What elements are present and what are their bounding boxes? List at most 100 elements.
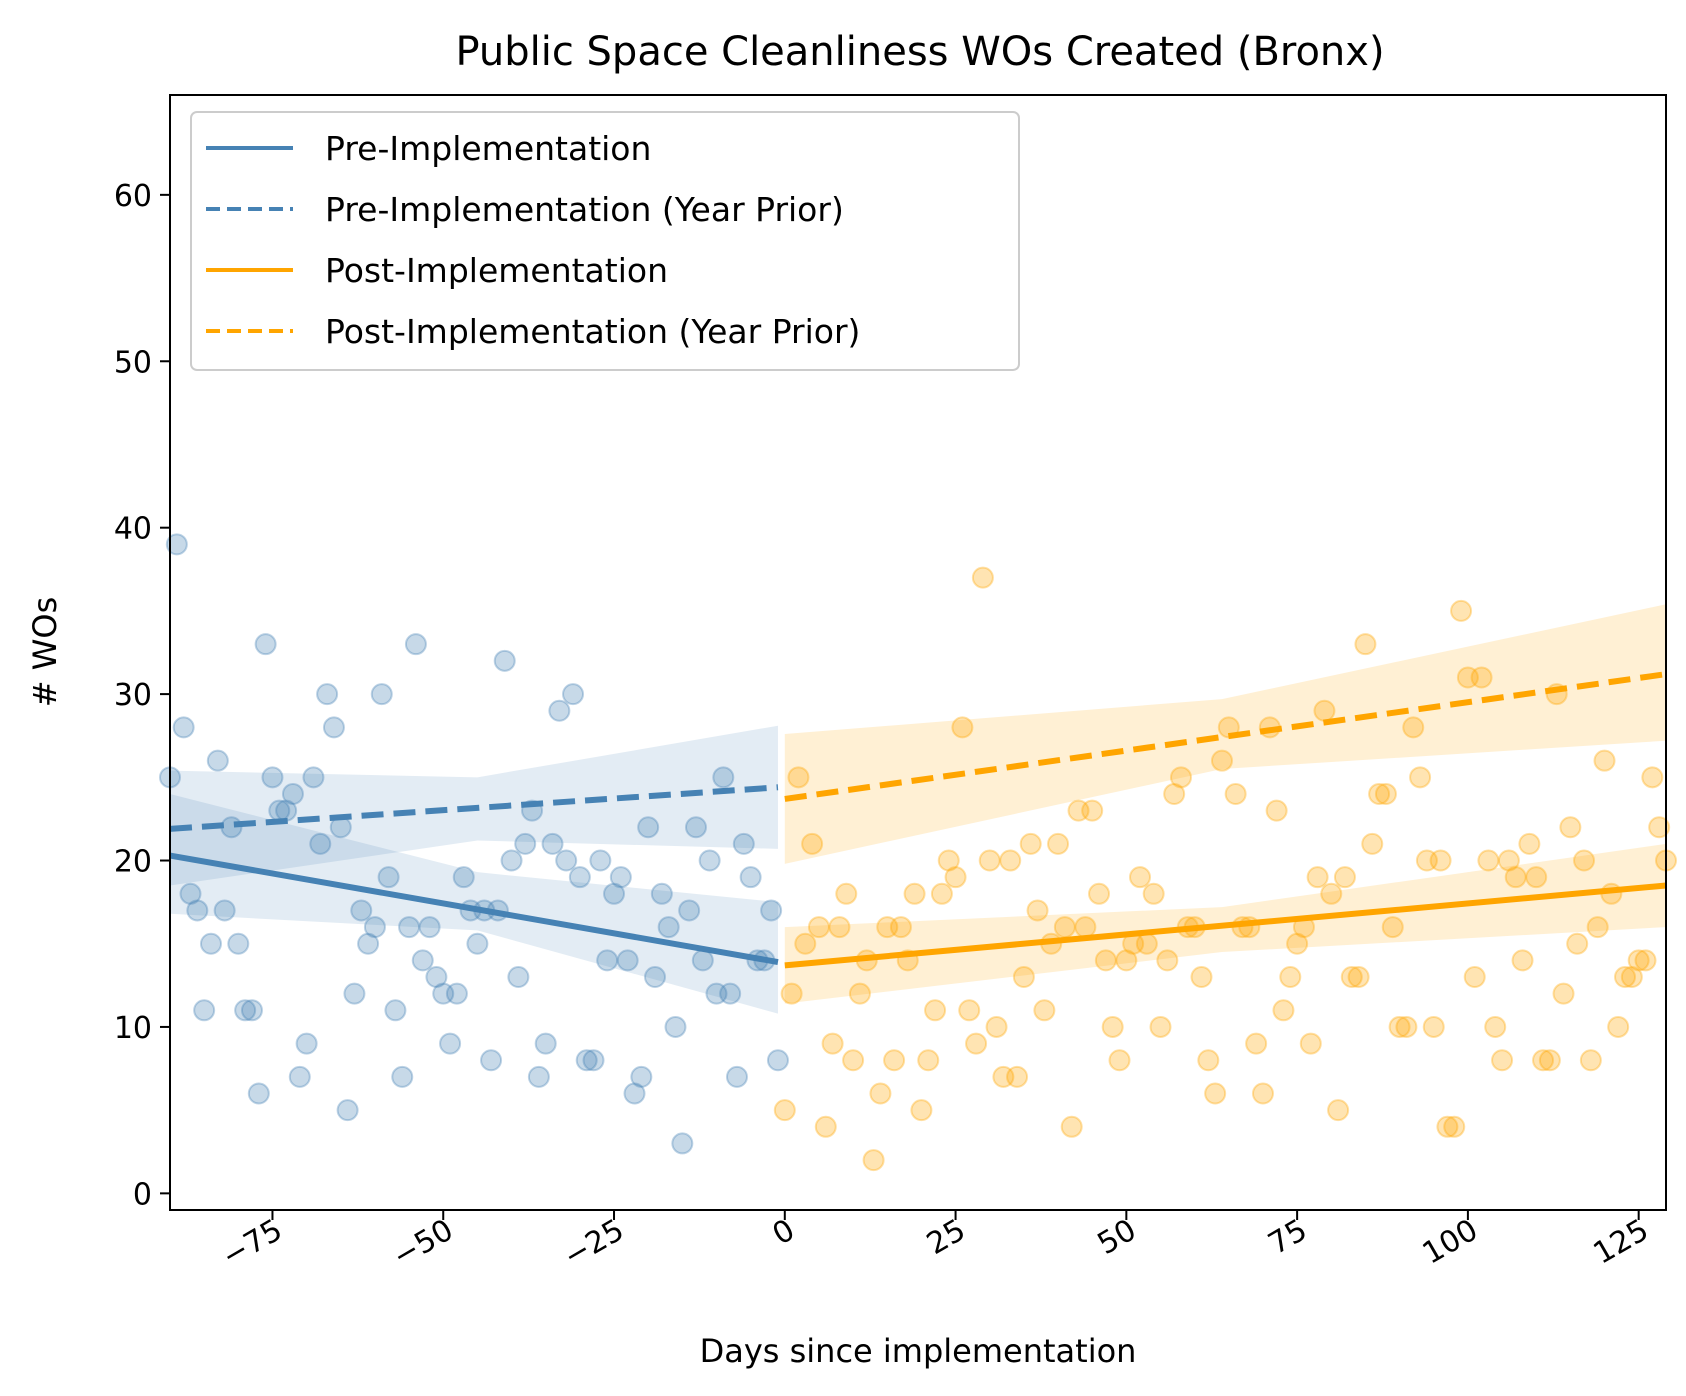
post-point xyxy=(1197,1049,1220,1072)
pre-point xyxy=(288,1065,311,1088)
post-point xyxy=(1648,816,1671,839)
pre-point xyxy=(398,916,421,939)
pre-point xyxy=(527,1065,550,1088)
post-point xyxy=(1614,966,1637,989)
post-point xyxy=(835,882,858,905)
pre-point xyxy=(309,832,332,855)
pre-point xyxy=(725,1065,748,1088)
post-point xyxy=(1368,782,1391,805)
post-point xyxy=(1286,932,1309,955)
pre-point xyxy=(316,683,339,706)
post-point xyxy=(985,1015,1008,1038)
post-point xyxy=(1033,999,1056,1022)
pre-point xyxy=(541,832,564,855)
pre-point xyxy=(623,1082,646,1105)
post-point xyxy=(787,766,810,789)
post-point xyxy=(971,566,994,589)
pre-point xyxy=(555,849,578,872)
pre-point xyxy=(439,1032,462,1055)
y-tick-label: 0 xyxy=(133,1177,152,1212)
pre-point xyxy=(678,899,701,922)
pre-point xyxy=(213,899,236,922)
post-point xyxy=(1108,1049,1131,1072)
pre-point xyxy=(404,633,427,656)
post-point xyxy=(1511,949,1534,972)
pre-point xyxy=(363,916,386,939)
post-point xyxy=(1525,866,1548,889)
post-point xyxy=(1436,1115,1459,1138)
pre-point xyxy=(657,916,680,939)
post-point xyxy=(944,866,967,889)
pre-point xyxy=(500,849,523,872)
post-point xyxy=(1081,799,1104,822)
pre-point xyxy=(732,832,755,855)
pre-point xyxy=(227,932,250,955)
post-point xyxy=(1463,966,1486,989)
y-tick-label: 20 xyxy=(114,845,152,880)
pre-point xyxy=(322,716,345,739)
pre-point xyxy=(336,1099,359,1122)
pre-point xyxy=(206,749,229,772)
pre-point xyxy=(350,899,373,922)
pre-point xyxy=(507,966,530,989)
y-tick-label: 50 xyxy=(114,345,152,380)
post-point xyxy=(1347,966,1370,989)
pre-point xyxy=(357,932,380,955)
legend-label: Post-Implementation (Year Prior) xyxy=(325,312,860,351)
pre-point xyxy=(644,966,667,989)
pre-point xyxy=(377,866,400,889)
pre-point xyxy=(664,1015,687,1038)
trend-lines xyxy=(169,671,1667,969)
pre-point xyxy=(609,866,632,889)
post-point xyxy=(1477,849,1500,872)
post-point xyxy=(1210,749,1233,772)
post-point xyxy=(780,982,803,1005)
chart-title: Public Space Cleanliness WOs Created (Br… xyxy=(455,29,1384,75)
post-point xyxy=(1265,799,1288,822)
pre-point xyxy=(705,982,728,1005)
post-point xyxy=(951,716,974,739)
pre-point xyxy=(384,999,407,1022)
y-tick-label: 40 xyxy=(114,512,152,547)
post-point xyxy=(1415,849,1438,872)
post-point xyxy=(1101,1015,1124,1038)
pre-point xyxy=(281,782,304,805)
post-point xyxy=(1053,916,1076,939)
post-point xyxy=(1559,816,1582,839)
post-point xyxy=(930,882,953,905)
post-point xyxy=(842,1049,865,1072)
pre-point xyxy=(589,849,612,872)
y-axis-label: # WOs xyxy=(26,597,64,707)
pre-point xyxy=(691,949,714,972)
post-point xyxy=(1060,1115,1083,1138)
post-point xyxy=(1251,1082,1274,1105)
post-point xyxy=(1388,1015,1411,1038)
post-point xyxy=(1538,1049,1561,1072)
legend-box xyxy=(190,111,1020,371)
pre-point xyxy=(254,633,277,656)
trend-line-3 xyxy=(784,882,1667,969)
post-point xyxy=(1156,949,1179,972)
y-tick-label: 30 xyxy=(114,678,152,713)
post-point xyxy=(1135,932,1158,955)
pre-point xyxy=(199,932,222,955)
post-point xyxy=(924,999,947,1022)
pre-point xyxy=(514,832,537,855)
pre-point xyxy=(445,982,468,1005)
legend: Pre-Implementation Pre-Implementation (Ye… xyxy=(190,111,1020,371)
post-point xyxy=(1142,882,1165,905)
legend-label: Pre-Implementation (Year Prior) xyxy=(325,190,844,229)
trend-line-2 xyxy=(169,784,779,832)
post-point xyxy=(917,1049,940,1072)
post-point xyxy=(1115,949,1138,972)
pre-point xyxy=(172,716,195,739)
pre-point xyxy=(247,1082,270,1105)
post-point xyxy=(1313,699,1336,722)
pre-point xyxy=(179,882,202,905)
post-point xyxy=(1129,866,1152,889)
pre-point xyxy=(295,1032,318,1055)
post-point xyxy=(1607,1015,1630,1038)
pre-point xyxy=(671,1132,694,1155)
pre-point xyxy=(698,849,721,872)
